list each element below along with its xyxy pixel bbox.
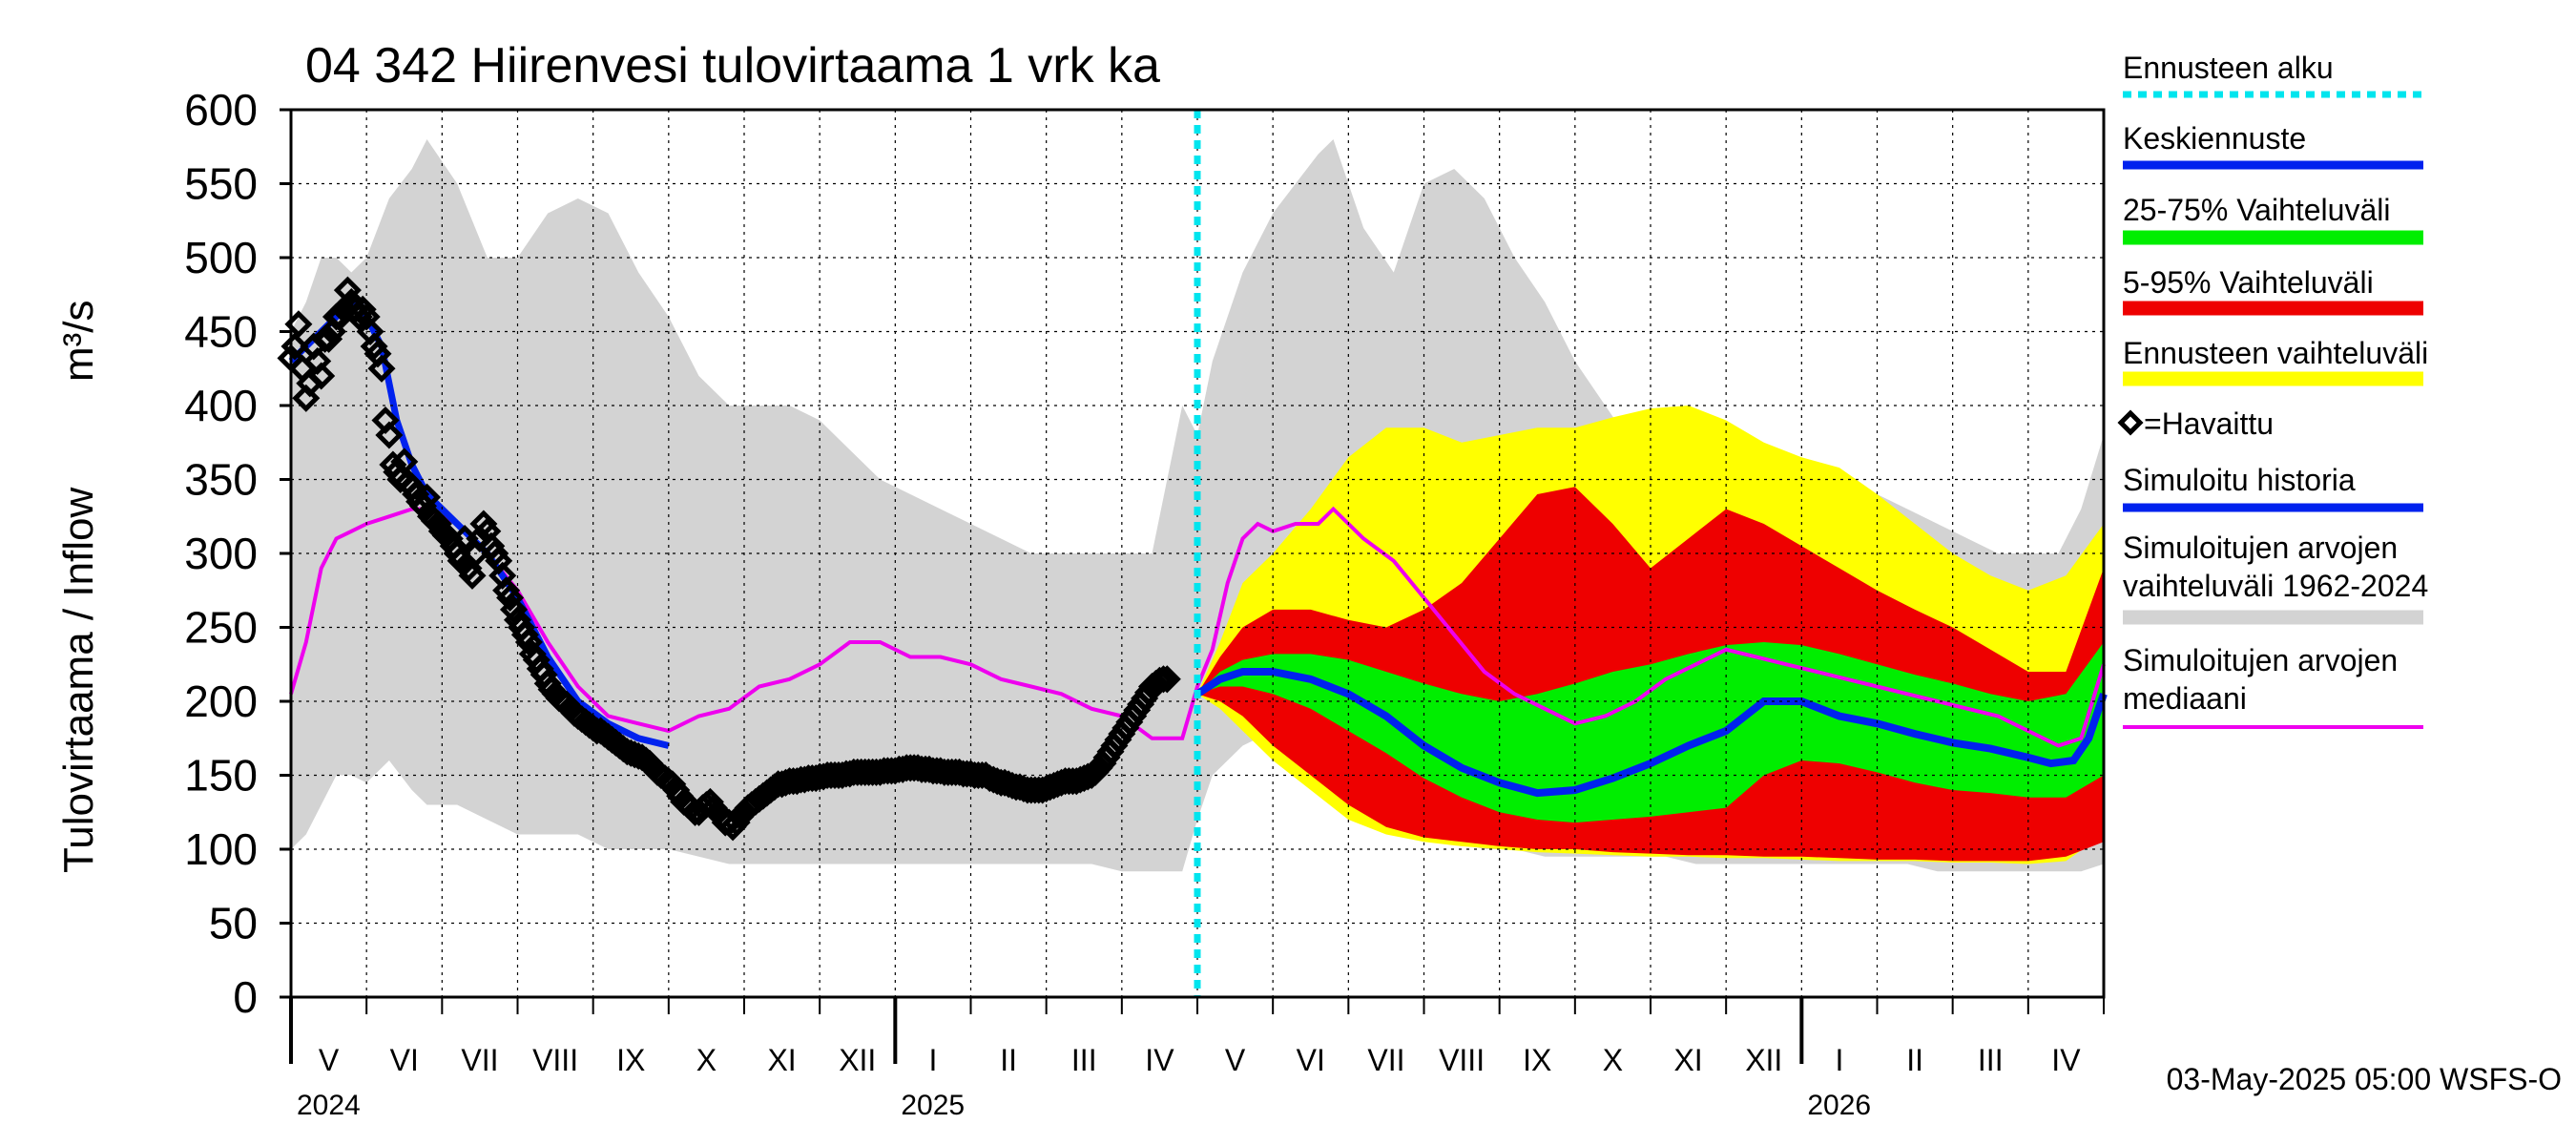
x-month-label: V	[319, 1043, 340, 1077]
y-tick-label: 150	[184, 751, 258, 801]
observed-point	[514, 628, 543, 656]
observed-point	[499, 595, 529, 624]
x-month-label: IV	[2051, 1043, 2081, 1077]
observed-point	[469, 510, 498, 538]
grid	[291, 110, 2104, 997]
observed-point	[386, 465, 415, 494]
year-label: 2026	[1807, 1090, 1871, 1121]
y-tick-label: 50	[209, 899, 258, 948]
y-tick-label: 600	[184, 85, 258, 135]
x-month-label: I	[1835, 1043, 1843, 1077]
y-tick-label: 400	[184, 381, 258, 430]
y-axis-unit: m³/s	[55, 300, 102, 382]
x-month-label: IV	[1145, 1043, 1174, 1077]
legend-observed-marker	[2117, 409, 2144, 436]
legend-label: mediaani	[2123, 681, 2247, 716]
x-month-label: VI	[390, 1043, 419, 1077]
footer-timestamp: 03-May-2025 05:00 WSFS-O	[2167, 1062, 2562, 1096]
x-month-label: X	[1603, 1043, 1623, 1077]
observed-point	[322, 302, 351, 331]
x-month-label: XI	[767, 1043, 796, 1077]
observed-point	[458, 561, 487, 590]
x-month-label: VI	[1297, 1043, 1325, 1077]
x-month-label: VIII	[532, 1043, 578, 1077]
x-month-label: IX	[1523, 1043, 1551, 1077]
x-month-label: XI	[1673, 1043, 1702, 1077]
x-month-label: V	[1225, 1043, 1246, 1077]
observed-point	[481, 539, 509, 568]
x-month-label: VII	[461, 1043, 498, 1077]
observed-point	[466, 524, 494, 553]
observed-point	[375, 421, 404, 449]
legend-label: 25-75% Vaihteluväli	[2123, 193, 2390, 227]
x-month-label: II	[1000, 1043, 1017, 1077]
y-tick-label: 500	[184, 233, 258, 282]
y-axis-label: Tulovirtaama / Inflow	[55, 487, 102, 873]
year-label: 2024	[297, 1090, 361, 1121]
chart-title: 04 342 Hiirenvesi tulovirtaama 1 vrk ka	[305, 38, 1160, 94]
legend-label: 5-95% Vaihteluväli	[2123, 265, 2374, 300]
y-tick-label: 450	[184, 307, 258, 357]
y-tick-label: 200	[184, 677, 258, 726]
y-tick-label: 350	[184, 455, 258, 505]
observed-point	[307, 362, 336, 390]
observed-point	[348, 295, 377, 323]
observed-point	[390, 448, 419, 476]
x-month-label: I	[928, 1043, 937, 1077]
observed-point	[492, 576, 521, 605]
median-forecast-line	[1195, 668, 2108, 798]
y-tick-label: 550	[184, 159, 258, 209]
legend-label: Simuloitujen arvojen	[2123, 643, 2398, 677]
legend: Ennusteen alku Keskiennuste 25-75% Vaihtel…	[2117, 51, 2428, 729]
legend-label: Ennusteen alku	[2123, 51, 2334, 85]
y-tick-label: 0	[233, 972, 258, 1022]
legend-label: =Havaittu	[2144, 406, 2274, 441]
legend-label: Simuloitujen arvojen	[2123, 531, 2398, 565]
x-month-label: III	[1071, 1043, 1097, 1077]
y-tick-label: 100	[184, 824, 258, 874]
year-label: 2025	[901, 1090, 965, 1121]
observed-point	[311, 324, 340, 353]
legend-label: vaihteluväli 1962-2024	[2123, 569, 2428, 603]
observed-point	[496, 583, 525, 613]
observed-point	[1149, 665, 1177, 694]
x-month-label: X	[696, 1043, 717, 1077]
observed-point	[280, 332, 309, 361]
observed-layer	[280, 276, 1181, 842]
y-tick-label: 250	[184, 603, 258, 653]
y-tick-label: 300	[184, 529, 258, 578]
observed-point	[510, 620, 539, 649]
hist-median-line	[289, 506, 2106, 748]
legend-label: Simuloitu historia	[2123, 463, 2356, 497]
x-month-label: VIII	[1439, 1043, 1485, 1077]
x-month-label: IX	[616, 1043, 645, 1077]
observed-point	[360, 332, 388, 361]
x-month-label: VII	[1367, 1043, 1404, 1077]
legend-label: Ennusteen vaihteluväli	[2123, 336, 2428, 370]
x-month-label: III	[1978, 1043, 2004, 1077]
x-month-label: II	[1906, 1043, 1923, 1077]
x-month-label: XII	[1745, 1043, 1782, 1077]
legend-label: Keskiennuste	[2123, 121, 2306, 156]
observed-point	[1153, 665, 1181, 694]
observed-point	[292, 384, 321, 412]
x-month-label: XII	[839, 1043, 876, 1077]
observed-point	[367, 354, 396, 383]
observed-point	[341, 295, 369, 323]
observed-point	[333, 276, 362, 304]
